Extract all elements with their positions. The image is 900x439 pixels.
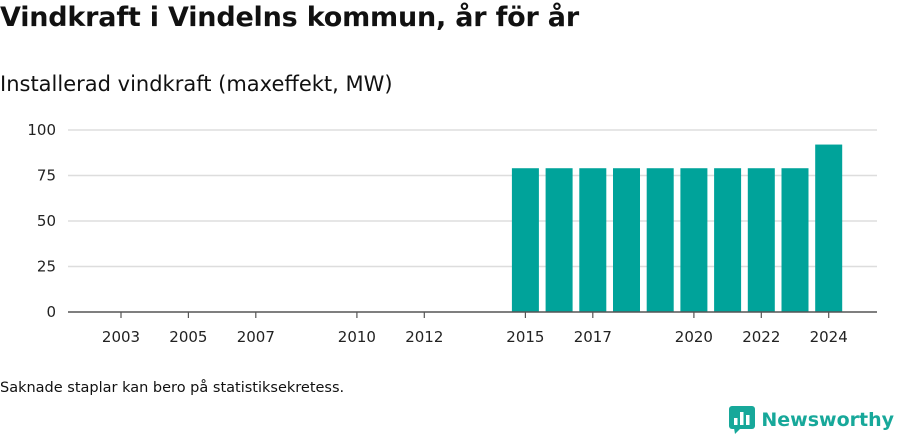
footnote: Saknade staplar kan bero på statistiksek… [0, 380, 345, 396]
bar [545, 168, 573, 312]
x-tick-label: 2017 [574, 328, 612, 346]
x-tick-label: 2005 [169, 328, 207, 346]
x-tick-label: 2003 [102, 328, 140, 346]
y-tick-label: 0 [46, 303, 56, 321]
x-tick-label: 2007 [237, 328, 275, 346]
brand-name: Newsworthy [761, 409, 894, 431]
y-tick-label: 25 [37, 258, 56, 276]
x-tick-label: 2012 [405, 328, 443, 346]
x-tick-label: 2024 [810, 328, 848, 346]
bar [680, 168, 708, 312]
chart-subtitle: Installerad vindkraft (maxeffekt, MW) [0, 72, 393, 96]
y-tick-label: 75 [37, 167, 56, 185]
y-tick-label: 100 [27, 121, 56, 139]
x-tick-label: 2010 [338, 328, 376, 346]
bar [781, 168, 809, 312]
bar [646, 168, 674, 312]
bar-chart: 0 25 50 75 100 2003 2005 2007 2010 2012 2015 2017 20… [27, 121, 877, 346]
bar [579, 168, 607, 312]
x-tick-label: 2020 [675, 328, 713, 346]
brand-logo[interactable]: Newsworthy [729, 406, 894, 434]
newsworthy-logo-icon [729, 406, 756, 434]
bar [613, 168, 640, 312]
bar [511, 168, 539, 312]
chart-title: Vindkraft i Vindelns kommun, år för år [0, 2, 579, 33]
y-tick-label: 50 [37, 212, 56, 230]
x-tick-label: 2015 [506, 328, 544, 346]
bar [747, 168, 775, 312]
x-tick-label: 2022 [742, 328, 780, 346]
bar [815, 144, 843, 312]
bar [714, 168, 742, 312]
